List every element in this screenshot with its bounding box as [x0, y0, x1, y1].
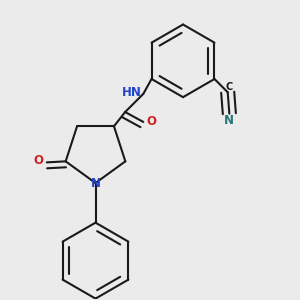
Text: O: O — [34, 154, 44, 167]
Text: HN: HN — [122, 86, 142, 99]
Text: C: C — [226, 82, 233, 92]
Text: O: O — [147, 116, 157, 128]
Text: N: N — [91, 176, 100, 190]
Text: N: N — [224, 114, 234, 127]
